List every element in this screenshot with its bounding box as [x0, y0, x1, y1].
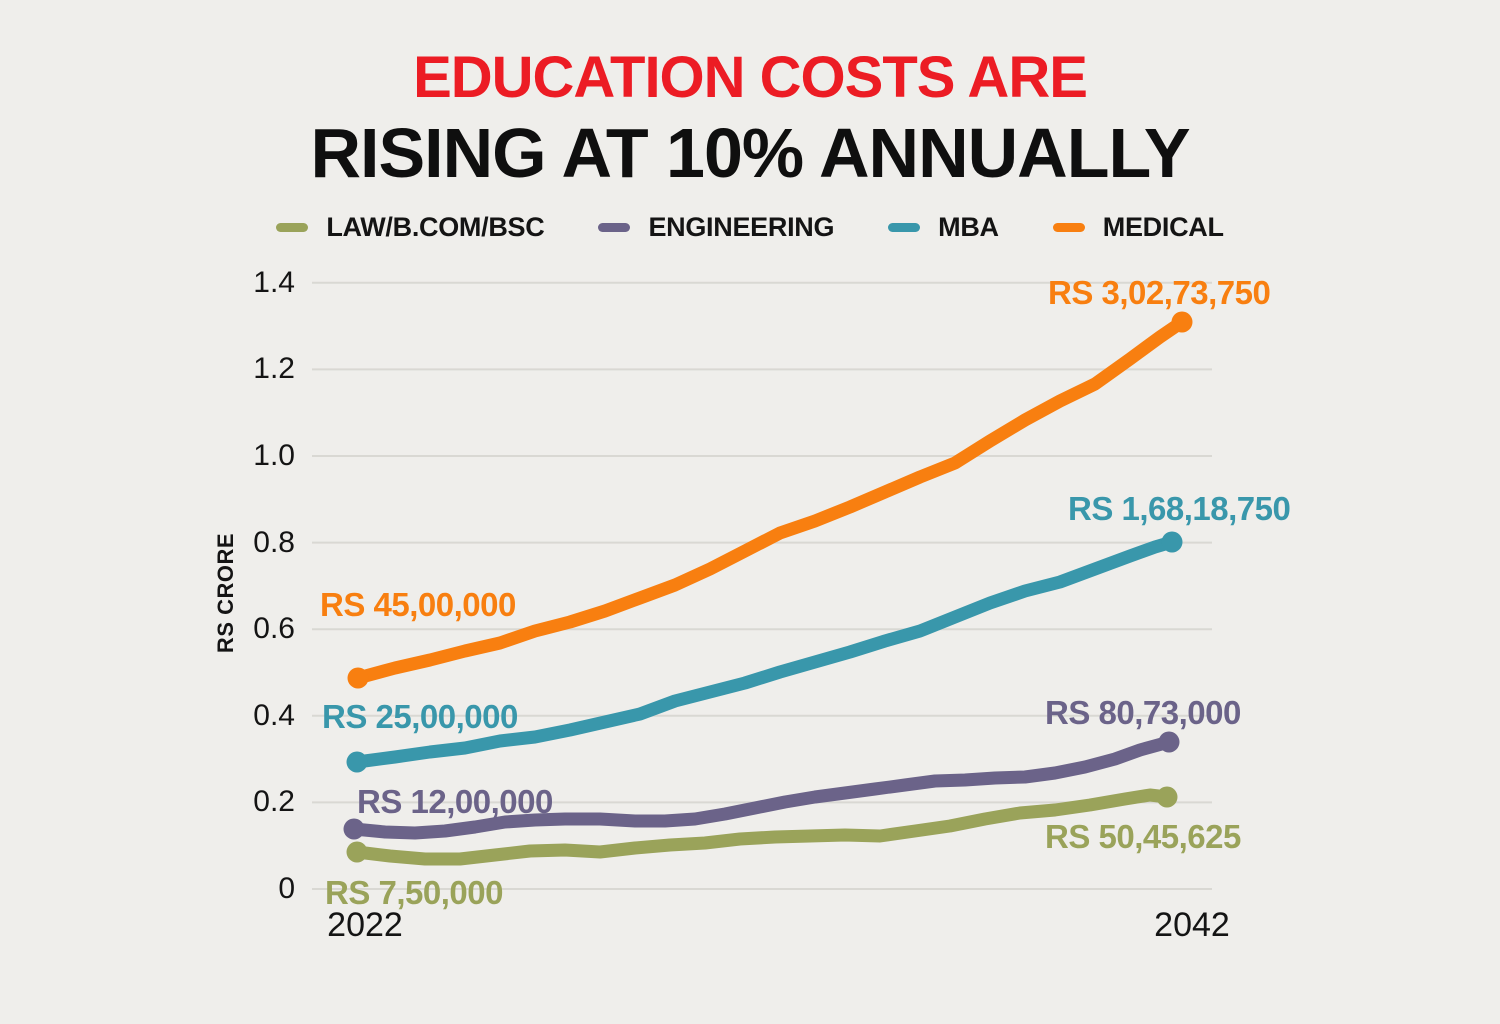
value-label: RS 25,00,000 — [322, 698, 518, 735]
y-tick-1.4: 1.4 — [253, 265, 295, 299]
y-tick-0.6: 0.6 — [253, 612, 295, 646]
legend-item-engineering: ENGINEERING — [598, 212, 834, 243]
series-line-mba — [350, 535, 1179, 769]
series-endpoint-dot — [1161, 531, 1183, 553]
series-line-engineering — [347, 735, 1176, 840]
value-label: RS 50,45,625 — [1045, 818, 1241, 855]
series-endpoint-dot — [343, 818, 365, 840]
legend-swatch — [276, 223, 309, 232]
value-label: RS 7,50,000 — [325, 874, 503, 911]
y-tick-0: 0 — [278, 872, 295, 905]
value-label: RS 1,68,18,750 — [1068, 490, 1291, 527]
series-endpoint-dot — [347, 667, 369, 689]
legend-item-law-b-com-bsc: LAW/B.COM/BSC — [276, 212, 545, 243]
legend-swatch — [598, 223, 631, 232]
legend: LAW/B.COM/BSC ENGINEERING MBA MEDICAL — [0, 212, 1500, 243]
y-tick-1.0: 1.0 — [253, 439, 295, 472]
series-endpoint-dot — [1171, 311, 1193, 333]
legend-item-mba: MBA — [888, 212, 999, 243]
series-endpoint-dot — [346, 751, 368, 773]
legend-label: ENGINEERING — [648, 212, 835, 242]
legend-swatch — [1052, 223, 1085, 232]
series-endpoint-dot — [1156, 786, 1178, 808]
y-tick-0.2: 0.2 — [253, 785, 295, 819]
series-line-medical — [351, 315, 1189, 685]
x-tick-2042: 2042 — [1154, 906, 1230, 944]
y-axis-title: RS CRORE — [213, 532, 238, 654]
y-tick-0.4: 0.4 — [253, 698, 295, 732]
y-tick-1.2: 1.2 — [253, 352, 295, 386]
series-endpoint-dot — [1158, 731, 1180, 753]
title-line2: RISING AT 10% ANNUALLY — [310, 114, 1190, 192]
series-endpoint-dot — [346, 841, 368, 863]
legend-label: MBA — [938, 212, 999, 242]
value-label: RS 3,02,73,750 — [1048, 274, 1271, 311]
series-line-law-b-com-bsc — [350, 788, 1174, 866]
legend-label: MEDICAL — [1102, 212, 1224, 242]
legend-swatch — [888, 223, 921, 232]
value-label: RS 45,00,000 — [320, 586, 516, 623]
value-label: RS 12,00,000 — [357, 783, 553, 820]
legend-label: LAW/B.COM/BSC — [326, 212, 545, 242]
value-label: RS 80,73,000 — [1045, 694, 1241, 731]
title-line1: EDUCATION COSTS ARE — [413, 45, 1088, 110]
legend-item-medical: MEDICAL — [1052, 212, 1224, 243]
x-tick-2022: 2022 — [327, 906, 403, 944]
y-tick-0.8: 0.8 — [253, 525, 295, 559]
